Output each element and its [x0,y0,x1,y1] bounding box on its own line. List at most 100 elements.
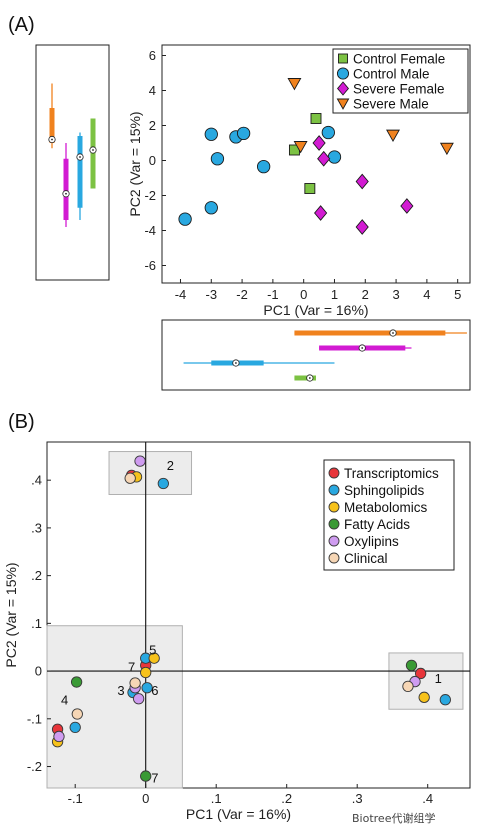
legend-frame [323,459,455,571]
point-oxylipins [132,693,145,705]
panel-b-label: (B) [8,411,35,433]
legend-frame [332,48,469,114]
point-severe-female [312,135,326,151]
panel-a-main-plot: -4 -3 -2 -1 0 1 2 3 4 5 -6 -4 -2 0 2 4 6 PC1 (Var = 16%) P… [127,44,471,318]
y-tick-label: .1 [31,616,42,631]
point-oxylipins [53,730,65,743]
y-tick-label: .4 [31,473,42,488]
point-sphingolipids [157,477,169,490]
y-tick-label: 6 [149,48,156,63]
group-label: 4 [61,693,68,708]
y-tick-label: -.2 [27,759,42,774]
point-fatty-acids [140,770,152,782]
group-label: 6 [151,683,158,698]
point-oxylipins [134,455,146,467]
x-tick-label: 0 [142,791,149,806]
y-axis-label: PC2 (Var = 15%) [127,111,143,216]
point-severe-female [317,150,331,167]
legend-label: Severe Female [353,82,445,97]
point-metabolomics [148,652,160,664]
group-label: 2 [167,458,174,473]
y-tick-label: -.1 [27,711,42,726]
watermark: Biotree代谢组学 [352,811,435,825]
legend-label: Oxylipins [344,534,399,549]
point-fatty-acids [405,659,418,671]
x-tick-label: 1 [331,287,338,302]
point-metabolomics [418,691,430,703]
marginal-y-median-dot [79,156,81,158]
marginal-x-median-dot [392,332,394,334]
x-axis-label: PC1 (Var = 16%) [263,302,368,318]
point-severe-male [386,129,400,143]
point-metabolomics [140,666,152,679]
group-label: 1 [435,671,442,686]
point-control-male [204,201,218,215]
y-axis-label: PC2 (Var = 15%) [3,562,19,667]
marginal-x-median-dot [235,362,237,364]
x-tick-label: -4 [175,287,187,302]
legend-label: Transcriptomics [344,466,439,481]
point-severe-male [439,142,454,156]
x-tick-label: 2 [362,287,369,302]
point-sphingolipids [439,694,451,706]
marginal-y-box [49,108,55,143]
legend-marker [328,518,340,530]
x-tick-label: .2 [281,791,292,806]
x-axis-label: PC1 (Var = 16%) [186,806,291,822]
marginal-y-median-dot [51,138,53,141]
x-tick-label: .4 [422,791,433,806]
y-tick-label: -4 [144,223,156,238]
point-sphingolipids [141,682,153,694]
point-control-male [256,159,271,174]
point-control-male [204,127,218,141]
point-control-male [321,125,335,140]
x-tick-label: .1 [211,791,222,806]
point-clinical [71,708,83,720]
x-tick-label: 5 [454,287,461,302]
point-severe-male [287,78,302,91]
x-tick-label: -.1 [68,791,83,806]
point-severe-female [355,219,369,235]
legend-marker [338,53,348,64]
y-tick-label: .2 [31,568,42,583]
legend-marker [328,552,340,564]
marginal-x-median-dot [361,347,364,349]
x-tick-label: 4 [423,287,430,302]
point-control-female [310,113,322,124]
x-tick-label: 3 [392,287,399,302]
point-severe-female [314,205,328,221]
marginal-x-box [294,330,446,336]
panel-a-marginal-y-boxplot [35,44,110,281]
group-label: 5 [149,643,156,658]
marginal-y-median-dot [65,192,67,195]
point-transcriptomics [414,667,427,680]
group-label: 7 [151,771,158,786]
legend-marker [328,535,340,547]
point-control-male [327,150,342,164]
x-tick-label: -2 [236,287,248,302]
marginal-x-box [294,375,316,381]
y-tick-label: 4 [149,83,156,98]
marginal-x-median-dot [308,377,311,379]
marginal-y-box [63,158,69,220]
point-clinical [124,472,136,484]
legend-marker [328,467,340,479]
legend-marker [337,81,349,96]
legend-label: Severe Male [353,97,429,112]
legend-label: Clinical [344,551,388,566]
x-tick-label: -3 [205,287,217,302]
panel-a-marginal-x-boxplot [161,319,471,391]
panel-b-legend: Transcriptomics Sphingolipids Metabolomics… [323,459,455,571]
marginal-y-median-dot [92,149,94,151]
point-control-female [304,183,316,194]
panel-b-main-plot: -.1 0 .1 .2 .3 .4 -.2 -.1 0 .1 .2 .3 .4 PC1 (Var = 16… [3,441,471,822]
x-tick-label: -1 [267,287,279,302]
point-severe-female [400,198,414,214]
group-label: 7 [128,659,135,674]
legend-marker [328,501,340,513]
y-tick-label: 0 [149,153,156,168]
legend-marker [336,98,350,110]
legend-label: Metabolomics [344,500,428,515]
